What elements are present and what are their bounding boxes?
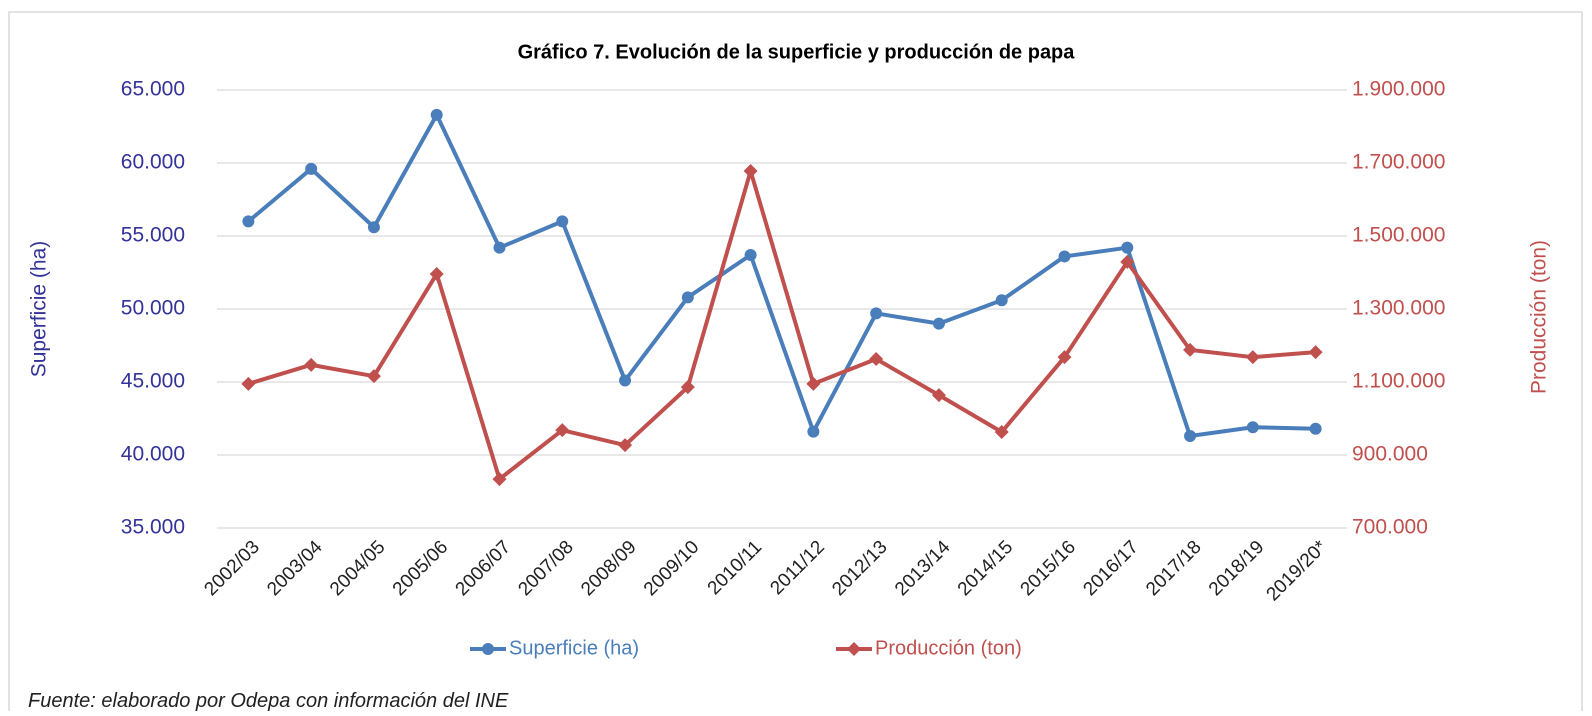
source-note: Fuente: elaborado por Odepa con informac…: [28, 690, 509, 711]
y-tick-label: 45.000: [121, 370, 185, 393]
legend-marker: [847, 642, 861, 656]
data-point: [493, 241, 506, 254]
data-point: [618, 438, 633, 453]
data-point: [869, 352, 884, 367]
data-point: [807, 425, 820, 438]
data-point: [743, 164, 758, 179]
legend-label: Producción (ton): [875, 637, 1022, 659]
chart-frame: [8, 11, 1583, 713]
data-point: [492, 472, 507, 487]
data-point: [806, 376, 821, 391]
y2-tick-label: 1.700.000: [1352, 151, 1445, 174]
y2-tick-label: 1.300.000: [1352, 297, 1445, 320]
data-point: [1245, 350, 1260, 365]
data-point: [367, 221, 380, 234]
data-point: [1120, 254, 1135, 269]
y2-axis-title: Producción (ton): [1528, 240, 1551, 394]
data-point: [429, 266, 444, 281]
y-tick-label: 50.000: [121, 297, 185, 320]
data-point: [681, 291, 694, 304]
data-point: [305, 162, 318, 175]
data-point: [430, 108, 443, 121]
y2-tick-label: 900.000: [1352, 443, 1428, 466]
y-tick-label: 40.000: [121, 443, 185, 466]
data-point: [995, 294, 1008, 307]
data-point: [932, 317, 945, 330]
y2-tick-label: 1.100.000: [1352, 370, 1445, 393]
legend-label: Superficie (ha): [509, 637, 639, 659]
data-point: [680, 380, 695, 395]
y-tick-label: 60.000: [121, 151, 185, 174]
data-point: [555, 423, 570, 438]
grid: [217, 89, 1347, 529]
data-point: [870, 307, 883, 320]
data-point: [241, 376, 256, 391]
series-line: [247, 169, 1316, 482]
y-tick-label: 55.000: [121, 224, 185, 247]
data-point: [744, 248, 757, 261]
data-point: [1246, 421, 1259, 434]
y-tick-label: 65.000: [121, 78, 185, 101]
data-point: [1308, 345, 1323, 360]
y2-tick-label: 1.500.000: [1352, 224, 1445, 247]
y2-tick-label: 700.000: [1352, 516, 1428, 539]
data-point: [619, 374, 632, 387]
data-point: [1183, 342, 1198, 357]
data-point: [1121, 241, 1134, 254]
data-point: [1058, 250, 1071, 263]
data-point: [304, 357, 319, 372]
legend-marker: [482, 643, 494, 655]
data-point: [1309, 422, 1322, 435]
y-axis-title: Superficie (ha): [28, 241, 51, 378]
chart-title: Gráfico 7. Evolución de la superficie y …: [518, 41, 1076, 63]
data-point: [242, 215, 255, 228]
y-tick-label: 35.000: [121, 516, 185, 539]
data-point: [994, 425, 1009, 440]
data-point: [1184, 430, 1197, 443]
data-point: [366, 369, 381, 384]
data-point: [931, 388, 946, 403]
data-point: [1057, 350, 1072, 365]
y2-tick-label: 1.900.000: [1352, 78, 1445, 101]
data-point: [556, 215, 569, 228]
